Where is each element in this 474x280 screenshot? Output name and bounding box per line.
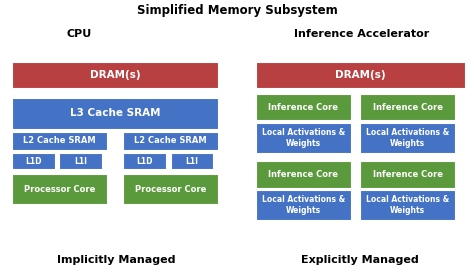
FancyBboxPatch shape — [360, 190, 455, 220]
FancyBboxPatch shape — [59, 153, 102, 169]
Text: Processor Core: Processor Core — [24, 185, 95, 193]
FancyBboxPatch shape — [360, 94, 455, 120]
Text: L2 Cache SRAM: L2 Cache SRAM — [23, 136, 96, 145]
Text: L1I: L1I — [74, 157, 87, 166]
FancyBboxPatch shape — [256, 123, 351, 153]
FancyBboxPatch shape — [12, 98, 218, 129]
FancyBboxPatch shape — [12, 174, 107, 204]
FancyBboxPatch shape — [360, 123, 455, 153]
Text: Inference Core: Inference Core — [268, 102, 338, 112]
FancyBboxPatch shape — [171, 153, 213, 169]
Text: Implicitly Managed: Implicitly Managed — [57, 255, 175, 265]
Text: L3 Cache SRAM: L3 Cache SRAM — [70, 108, 160, 118]
Text: Explicitly Managed: Explicitly Managed — [301, 255, 419, 265]
FancyBboxPatch shape — [123, 153, 166, 169]
Text: CPU: CPU — [66, 29, 91, 39]
Text: DRAM(s): DRAM(s) — [90, 70, 140, 80]
FancyBboxPatch shape — [256, 94, 351, 120]
FancyBboxPatch shape — [256, 161, 351, 188]
Text: DRAM(s): DRAM(s) — [335, 70, 385, 80]
Text: Local Activations &
Weights: Local Activations & Weights — [366, 195, 449, 215]
FancyBboxPatch shape — [360, 161, 455, 188]
Text: Processor Core: Processor Core — [135, 185, 206, 193]
Text: Local Activations &
Weights: Local Activations & Weights — [262, 195, 345, 215]
Text: Local Activations &
Weights: Local Activations & Weights — [366, 128, 449, 148]
FancyBboxPatch shape — [256, 62, 465, 88]
Text: Simplified Memory Subsystem: Simplified Memory Subsystem — [137, 4, 337, 17]
Text: L2 Cache SRAM: L2 Cache SRAM — [134, 136, 207, 145]
FancyBboxPatch shape — [256, 190, 351, 220]
Text: Local Activations &
Weights: Local Activations & Weights — [262, 128, 345, 148]
Text: Inference Core: Inference Core — [373, 102, 443, 112]
FancyBboxPatch shape — [123, 132, 218, 150]
FancyBboxPatch shape — [12, 132, 107, 150]
FancyBboxPatch shape — [123, 174, 218, 204]
Text: L1D: L1D — [137, 157, 153, 166]
Text: Inference Accelerator: Inference Accelerator — [294, 29, 429, 39]
FancyBboxPatch shape — [12, 62, 218, 88]
Text: L1I: L1I — [185, 157, 199, 166]
FancyBboxPatch shape — [12, 153, 55, 169]
Text: Inference Core: Inference Core — [268, 170, 338, 179]
Text: Inference Core: Inference Core — [373, 170, 443, 179]
Text: L1D: L1D — [25, 157, 41, 166]
